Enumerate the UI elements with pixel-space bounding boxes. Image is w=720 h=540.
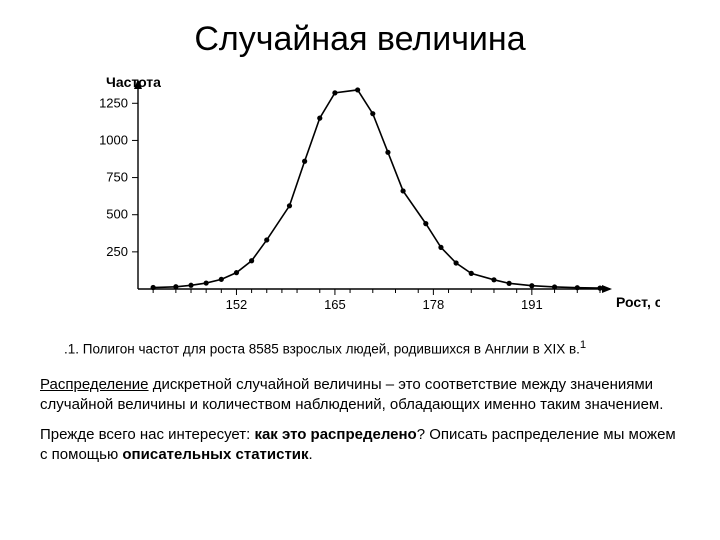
chart-caption: .1. Полигон частот для роста 8585 взросл… [64, 339, 680, 357]
svg-text:750: 750 [106, 170, 128, 185]
svg-text:500: 500 [106, 207, 128, 222]
q-part-d: описательных статистик [122, 446, 308, 463]
q-part-a: Прежде всего нас интересует: [40, 426, 254, 443]
svg-text:1000: 1000 [99, 132, 128, 147]
frequency-polygon-chart: 250 500 750 1000 1250 152 165 178 191 Частота Рост… [60, 69, 660, 329]
svg-text:152: 152 [226, 297, 248, 312]
caption-superscript: 1 [580, 339, 586, 351]
svg-text:191: 191 [521, 297, 543, 312]
caption-body: Полигон частот для роста 8585 взрослых л… [83, 342, 580, 357]
q-part-b: как это распределено [254, 426, 416, 443]
caption-prefix: .1. [64, 342, 83, 357]
svg-text:Частота: Частота [106, 74, 161, 90]
chart-svg: 250 500 750 1000 1250 152 165 178 191 Частота Рост… [60, 69, 660, 329]
paragraph-question: Прежде всего нас интересует: как это рас… [40, 425, 680, 466]
svg-text:165: 165 [324, 297, 346, 312]
svg-text:250: 250 [106, 244, 128, 259]
svg-text:1250: 1250 [99, 95, 128, 110]
paragraph-distribution-def: Распределение дискретной случайной велич… [40, 375, 680, 416]
svg-text:Рост, см: Рост, см [616, 294, 660, 310]
svg-text:178: 178 [423, 297, 445, 312]
page-title: Случайная величина [40, 20, 680, 59]
term-distribution: Распределение [40, 376, 149, 393]
q-part-e: . [309, 446, 313, 463]
